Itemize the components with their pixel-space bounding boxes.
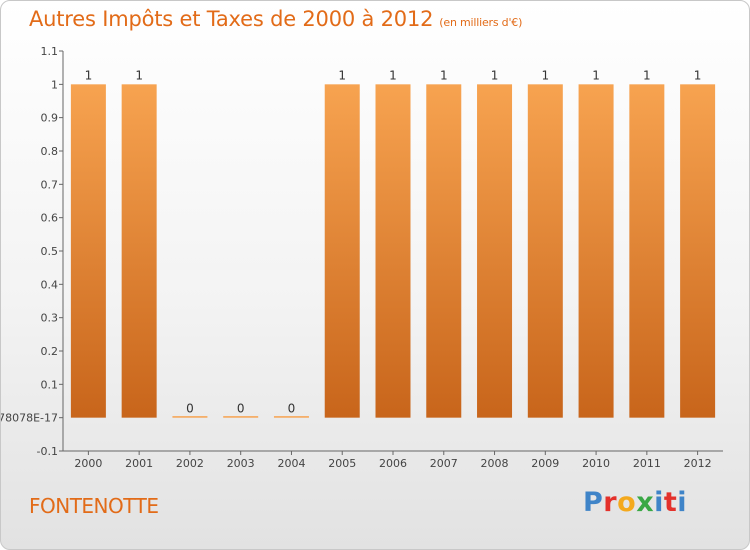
y-tick-label: 0.6	[41, 212, 59, 225]
bar	[680, 84, 716, 418]
x-tick-label: 2002	[176, 457, 204, 470]
data-label: 1	[338, 68, 346, 82]
x-tick-label: 2006	[379, 457, 407, 470]
logo-letter: P	[583, 487, 604, 518]
commune-name: FONTENOTTE	[29, 494, 159, 518]
data-label: 1	[643, 68, 651, 82]
bar	[273, 416, 309, 418]
proxiti-logo: Proxiti	[583, 487, 687, 518]
data-label: 1	[85, 68, 93, 82]
data-label: 0	[237, 402, 245, 416]
y-tick-label: 0.5	[41, 245, 59, 258]
bar	[629, 84, 665, 418]
x-tick-label: 2005	[328, 457, 356, 470]
y-tick-label: 1.1	[41, 45, 59, 58]
y-tick-label: 0.2	[41, 345, 59, 358]
x-tick-label: 2003	[227, 457, 255, 470]
x-tick-label: 2001	[125, 457, 153, 470]
bar	[375, 84, 411, 418]
x-tick-label: 2010	[582, 457, 610, 470]
y-tick-label: -0.1	[37, 445, 58, 458]
chart-title-text: Autres Impôts et Taxes de 2000 à 2012	[29, 7, 434, 31]
bar	[223, 416, 259, 418]
logo-letter: x	[636, 487, 655, 518]
x-tick-label: 2008	[481, 457, 509, 470]
logo-letter: t	[663, 487, 678, 518]
bar	[578, 84, 614, 418]
x-axis: 2000 2001 2002 2003 2004 2005 2006 2007 2008 2009…	[63, 450, 723, 470]
data-label: 1	[440, 68, 448, 82]
x-tick-label: 2004	[277, 457, 305, 470]
bar	[172, 416, 208, 418]
data-label: 0	[186, 402, 194, 416]
data-labels: 1 1 0 0 0 1 1 1 1 1 1 1 1	[85, 68, 702, 415]
x-tick-label: 2000	[74, 457, 102, 470]
x-tick-label: 2012	[684, 457, 712, 470]
chart-subtitle: (en milliers d'€)	[439, 16, 523, 29]
bar	[527, 84, 563, 418]
data-label: 1	[389, 68, 397, 82]
bars	[70, 84, 716, 418]
y-tick-label: 0.7	[41, 178, 59, 191]
chart-title: Autres Impôts et Taxes de 2000 à 2012 (en…	[29, 7, 522, 31]
data-label: 1	[694, 68, 702, 82]
bar	[426, 84, 462, 418]
y-axis: -0.1 1.38777878078E-17 0.1 0.2 0.3 0.4 0.5 0.6 0…	[1, 45, 64, 458]
y-tick-label: 1	[51, 78, 58, 91]
bar	[324, 84, 360, 418]
x-tick-label: 2011	[633, 457, 661, 470]
data-label: 1	[541, 68, 549, 82]
bar	[70, 84, 106, 418]
bar	[121, 84, 157, 418]
y-tick-label: 0.1	[41, 378, 59, 391]
x-tick-label: 2009	[531, 457, 559, 470]
x-tick-label: 2007	[430, 457, 458, 470]
logo-letter: i	[677, 487, 688, 518]
logo-letter: o	[617, 487, 637, 518]
logo-letter: i	[654, 487, 664, 518]
data-label: 1	[592, 68, 600, 82]
y-tick-label: 1.38777878078E-17	[1, 412, 58, 425]
data-label: 1	[491, 68, 499, 82]
y-tick-label: 0.8	[41, 145, 59, 158]
data-label: 1	[135, 68, 143, 82]
data-label: 0	[288, 402, 296, 416]
logo-letter: r	[603, 487, 618, 518]
y-tick-label: 0.3	[41, 312, 59, 325]
y-tick-label: 0.9	[41, 112, 59, 125]
y-tick-label: 0.4	[41, 278, 59, 291]
bar	[477, 84, 513, 418]
